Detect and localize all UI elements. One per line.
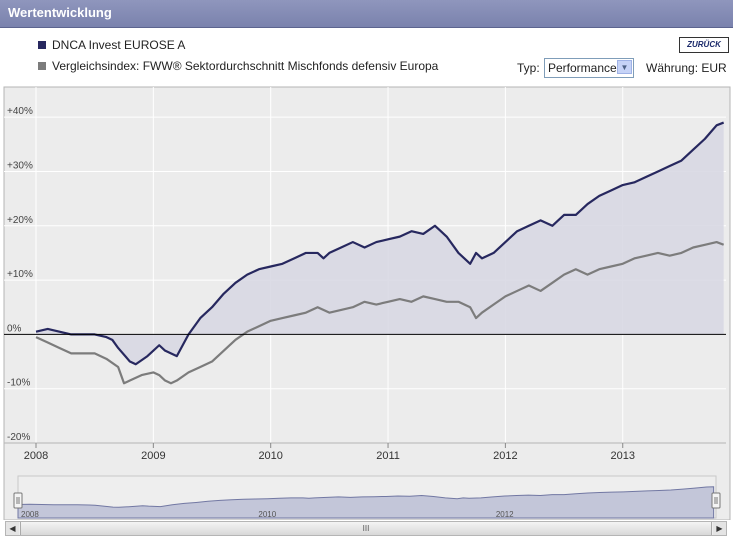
- x-tick-label: 2011: [376, 450, 400, 462]
- y-tick-label: -10%: [7, 378, 30, 389]
- legend-item-fund: DNCA Invest EUROSE A: [38, 38, 185, 52]
- x-tick-label: 2010: [258, 450, 282, 462]
- chevron-down-icon[interactable]: ▼: [617, 60, 632, 74]
- chart-title-bar: Wertentwicklung: [0, 0, 733, 28]
- navigator-handle-left[interactable]: [13, 492, 23, 509]
- typ-select[interactable]: Performance ▼: [544, 58, 634, 78]
- x-tick-label: 2012: [493, 450, 517, 462]
- back-button[interactable]: ZURÜCK: [679, 37, 729, 53]
- scroll-right-button[interactable]: ▶: [713, 522, 726, 535]
- navigator-label: 2008: [21, 510, 39, 519]
- scroll-left-button[interactable]: ◀: [6, 522, 19, 535]
- y-tick-label: -20%: [7, 432, 30, 443]
- navigator-series: [17, 486, 715, 519]
- chart-area: -20% -10% 0% +10% +20% +30% +40% 2008 2009 2010 20…: [3, 86, 731, 520]
- y-tick-label: +20%: [7, 215, 33, 226]
- y-tick-label: +10%: [7, 269, 33, 280]
- index-line: [35, 240, 725, 385]
- legend-label-index: Vergleichsindex: FWW® Sektordurchschnitt…: [52, 59, 439, 73]
- navigator-scrollbar[interactable]: ◀ III ▶: [5, 521, 727, 536]
- chart-title: Wertentwicklung: [8, 5, 112, 20]
- legend-label-fund: DNCA Invest EUROSE A: [52, 38, 186, 52]
- y-tick-label: 0%: [7, 323, 22, 334]
- legend-swatch-index: [38, 61, 46, 70]
- x-tick-label: 2009: [141, 450, 165, 462]
- navigator-label: 2012: [496, 510, 514, 519]
- y-tick-label: +40%: [7, 106, 33, 117]
- fund-area: [36, 122, 724, 365]
- waehrung-label: Währung: EUR: [646, 61, 727, 75]
- navigator-label: 2010: [258, 510, 276, 519]
- y-tick-label: +30%: [7, 160, 33, 171]
- x-tick-label: 2013: [610, 450, 634, 462]
- legend-item-index: Vergleichsindex: FWW® Sektordurchschnitt…: [38, 59, 438, 73]
- typ-label: Typ:: [517, 61, 540, 75]
- fund-line: [35, 121, 725, 366]
- scrollbar-thumb[interactable]: III: [20, 522, 712, 535]
- navigator-handle-right[interactable]: [711, 492, 721, 509]
- legend-swatch-fund: [38, 40, 46, 49]
- typ-select-value: Performance: [548, 61, 617, 75]
- x-tick-label: 2008: [24, 450, 48, 462]
